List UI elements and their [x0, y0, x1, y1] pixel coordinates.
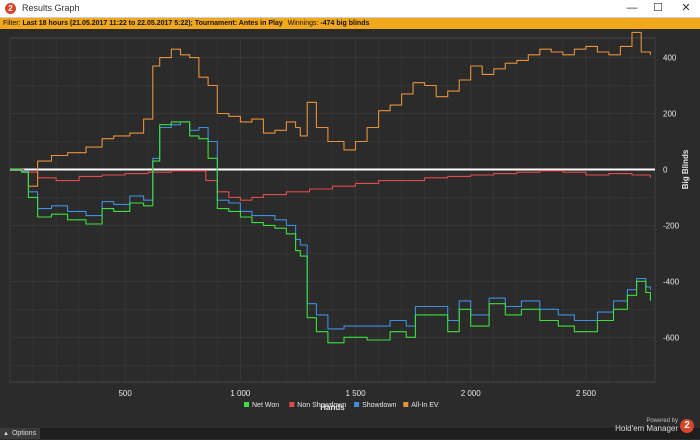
y-tick-label: 200: [663, 110, 677, 119]
y-tick-label: -600: [663, 333, 680, 342]
legend-swatch: [403, 402, 409, 407]
maximize-button[interactable]: ☐: [653, 2, 663, 14]
filter-bar: Filter: Last 18 hours (21.05.2017 11:22 …: [0, 18, 700, 29]
x-tick-label: 500: [118, 389, 132, 398]
legend-label: Non Showdown: [297, 402, 346, 409]
x-tick-label: 1 000: [230, 389, 251, 398]
holdem-manager-logo-icon: 2: [680, 419, 694, 433]
powered-by-label: Powered by: [646, 418, 678, 424]
app-logo-icon: 2: [5, 3, 16, 14]
legend-label: Showdown: [362, 402, 396, 409]
brand-name: Hold'em Manager: [615, 424, 678, 433]
winnings-label: Winnings:: [287, 20, 319, 27]
x-axis-title: Hands: [320, 403, 345, 412]
title-bar: 2 Results Graph — ☐ ✕: [0, 0, 700, 18]
x-tick-label: 2 500: [576, 389, 597, 398]
filter-prefix: Filter:: [3, 20, 21, 27]
series-line-non-showdown: [10, 168, 651, 201]
series-line-net-won: [10, 121, 651, 344]
options-label: Options: [11, 430, 37, 437]
series-line-all-in-ev: [10, 31, 651, 187]
powered-by: Powered by Hold'em Manager: [615, 417, 678, 433]
close-button[interactable]: ✕: [681, 2, 691, 14]
legend-label: Net Won: [252, 402, 279, 409]
legend-swatch: [289, 402, 295, 407]
legend-swatch: [244, 402, 249, 407]
x-tick-label: 2 000: [461, 389, 482, 398]
legend-label: All-In EV: [411, 402, 439, 409]
y-tick-label: -400: [663, 277, 680, 286]
triangle-up-icon: ▲: [3, 431, 9, 437]
y-tick-label: -200: [663, 221, 680, 230]
legend-swatch: [354, 402, 360, 407]
bottom-bar: [0, 428, 700, 439]
window-title: Results Graph: [22, 3, 80, 13]
options-button[interactable]: ▲ Options: [0, 428, 41, 439]
y-axis-title: Big Blinds: [681, 149, 690, 189]
x-tick-label: 1 500: [346, 389, 367, 398]
winnings-value: -474 big blinds: [320, 20, 370, 27]
y-tick-label: 400: [663, 54, 677, 63]
filter-text: Last 18 hours (21.05.2017 11:22 to 22.05…: [22, 20, 283, 27]
results-chart: 500 1 000 1 500 2 000 2 500 400 200 0 -200 -400 -6…: [9, 31, 690, 412]
series-line-showdown: [10, 121, 651, 330]
minimize-button[interactable]: —: [626, 2, 638, 14]
y-tick-label: 0: [663, 165, 668, 174]
